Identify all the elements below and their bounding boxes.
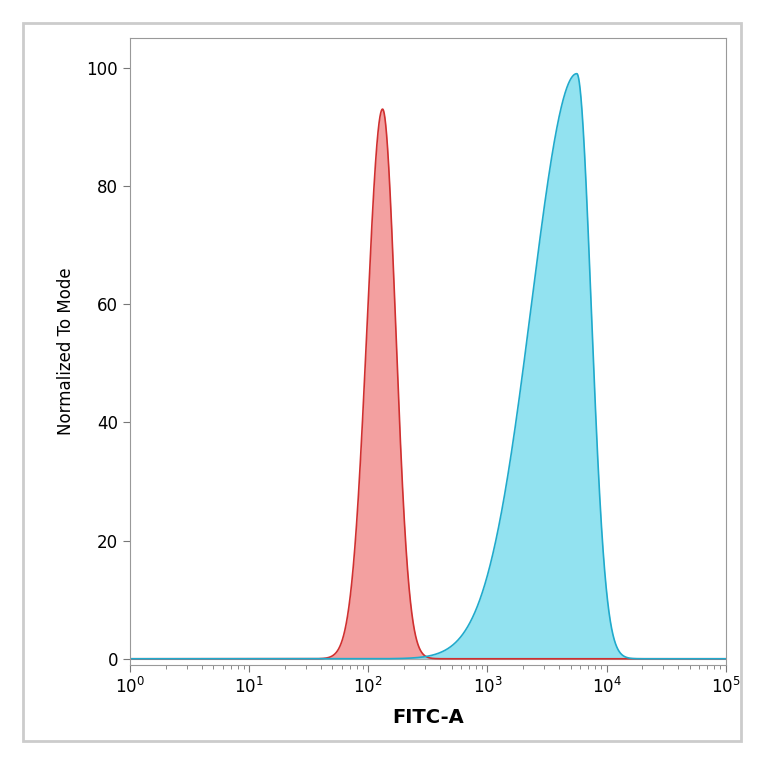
X-axis label: FITC-A: FITC-A xyxy=(392,707,464,727)
Y-axis label: Normalized To Mode: Normalized To Mode xyxy=(57,267,76,435)
